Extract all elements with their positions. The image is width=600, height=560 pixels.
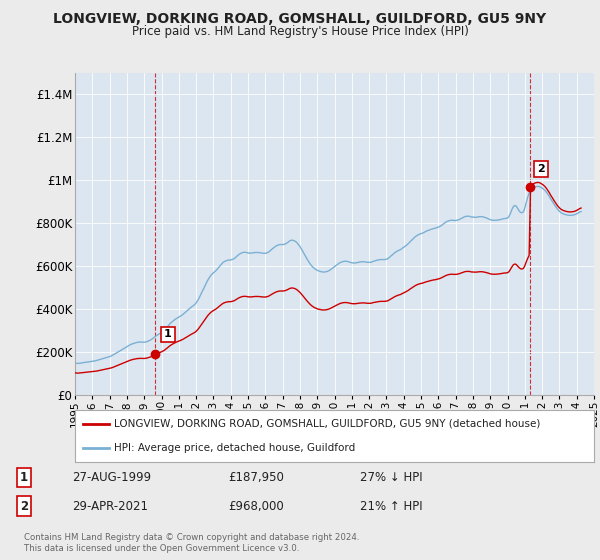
Text: Contains HM Land Registry data © Crown copyright and database right 2024.
This d: Contains HM Land Registry data © Crown c… — [24, 533, 359, 553]
Text: LONGVIEW, DORKING ROAD, GOMSHALL, GUILDFORD, GU5 9NY: LONGVIEW, DORKING ROAD, GOMSHALL, GUILDF… — [53, 12, 547, 26]
Text: £187,950: £187,950 — [228, 471, 284, 484]
Text: 27-AUG-1999: 27-AUG-1999 — [72, 471, 151, 484]
Text: LONGVIEW, DORKING ROAD, GOMSHALL, GUILDFORD, GU5 9NY (detached house): LONGVIEW, DORKING ROAD, GOMSHALL, GUILDF… — [114, 419, 540, 429]
Text: 29-APR-2021: 29-APR-2021 — [72, 500, 148, 512]
Text: Price paid vs. HM Land Registry's House Price Index (HPI): Price paid vs. HM Land Registry's House … — [131, 25, 469, 38]
Text: HPI: Average price, detached house, Guildford: HPI: Average price, detached house, Guil… — [114, 443, 355, 453]
Text: 1: 1 — [20, 471, 28, 484]
Text: 2: 2 — [20, 500, 28, 512]
Text: 21% ↑ HPI: 21% ↑ HPI — [360, 500, 422, 512]
Text: 27% ↓ HPI: 27% ↓ HPI — [360, 471, 422, 484]
Text: 1: 1 — [164, 329, 172, 339]
Text: 2: 2 — [537, 164, 545, 174]
Text: £968,000: £968,000 — [228, 500, 284, 512]
